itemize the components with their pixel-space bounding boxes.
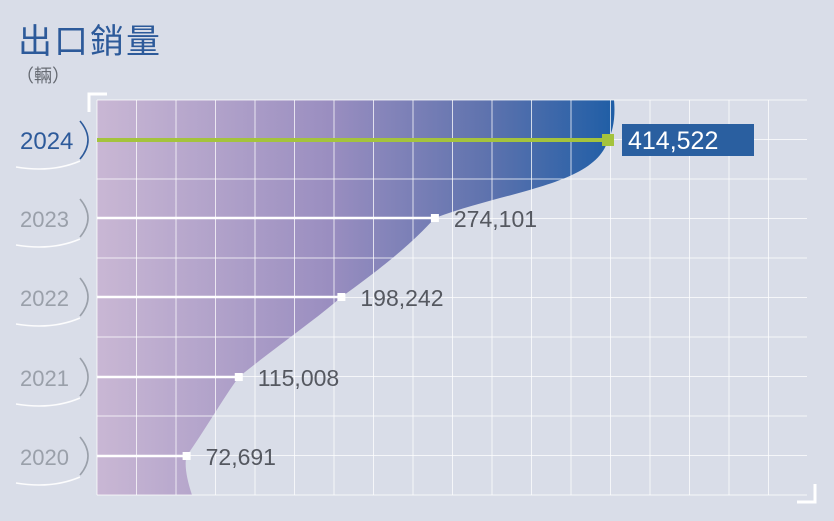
area-fill: [97, 100, 615, 495]
year-underline-2022: [15, 317, 81, 327]
value-box-2024: [622, 124, 754, 156]
year-label-2020: 2020: [20, 445, 69, 470]
year-label-2022: 2022: [20, 286, 69, 311]
year-bracket-2024: [79, 120, 89, 160]
value-label-2020: 72,691: [206, 444, 276, 470]
year-label-2023: 2023: [20, 207, 69, 232]
value-label-2024: 414,522: [628, 127, 718, 155]
corner-bracket-bottom-right: [797, 484, 817, 504]
chart-title: 出口銷量: [18, 22, 162, 62]
marker-2022: [337, 293, 346, 301]
year-underline-2020: [15, 476, 81, 486]
year-bracket-2021: [79, 357, 89, 397]
year-bracket-2022: [79, 277, 89, 317]
marker-2020: [182, 452, 191, 460]
chart-unit: （輛）: [16, 66, 70, 87]
value-label-2021: 115,008: [258, 365, 339, 391]
marker-2021: [234, 373, 243, 381]
marker-2024: [602, 134, 614, 146]
value-label-2023: 274,101: [454, 206, 537, 232]
corner-bracket-top-left: [87, 92, 107, 112]
year-label-2021: 2021: [20, 366, 69, 391]
marker-2023: [430, 214, 439, 222]
year-underline-2024: [15, 160, 81, 170]
year-underline-2021: [15, 397, 81, 407]
year-bracket-2020: [79, 436, 89, 476]
value-label-2022: 198,242: [360, 285, 443, 311]
year-label-2024: 2024: [20, 128, 73, 155]
year-bracket-2023: [79, 198, 89, 238]
year-underline-2023: [15, 238, 81, 248]
